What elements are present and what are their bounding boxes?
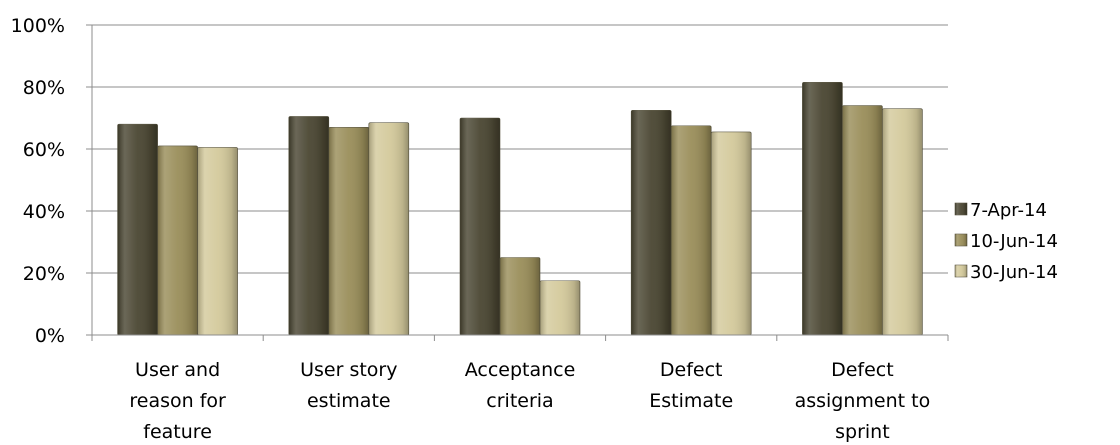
- legend-label: 7-Apr-14: [970, 200, 1047, 221]
- legend: 7-Apr-14 10-Jun-14 30-Jun-14: [954, 200, 1058, 283]
- x-category-label: criteria: [486, 390, 553, 412]
- bar-bevel: [328, 127, 369, 335]
- legend-item: 30-Jun-14: [954, 262, 1058, 283]
- bar: [670, 125, 712, 336]
- legend-swatch-bevel: [955, 265, 967, 277]
- x-category-label: Defect: [660, 359, 723, 381]
- bar-bevel: [802, 82, 843, 335]
- x-axis-labels: User and reason for feature User story estim…: [129, 359, 930, 443]
- bar-bevel: [540, 280, 580, 335]
- x-category-label: reason for: [129, 390, 226, 412]
- x-category-label: User story: [300, 359, 397, 381]
- y-tick-label: 80%: [23, 77, 65, 99]
- legend-item: 7-Apr-14: [954, 200, 1047, 221]
- legend-label: 30-Jun-14: [970, 262, 1058, 283]
- y-tick-label: 60%: [23, 139, 65, 161]
- axes: [86, 24, 949, 341]
- y-tick-label: 40%: [23, 201, 65, 223]
- bar-bevel: [157, 145, 198, 335]
- bar-bevel: [460, 118, 500, 335]
- bar: [842, 105, 883, 336]
- bar-bevel: [368, 122, 409, 336]
- legend-label: 10-Jun-14: [970, 231, 1058, 252]
- x-category-label: Estimate: [649, 390, 733, 412]
- bar: [368, 122, 410, 336]
- x-category-label: Acceptance: [465, 359, 576, 381]
- legend-item: 10-Jun-14: [954, 231, 1058, 252]
- bar: [630, 109, 672, 336]
- bar: [539, 280, 581, 336]
- bar: [197, 147, 238, 336]
- bars: [117, 82, 923, 336]
- bar: [499, 257, 541, 336]
- x-category-label: estimate: [307, 390, 391, 412]
- bar-bevel: [842, 105, 883, 335]
- bar: [802, 82, 843, 336]
- bar-bevel: [288, 116, 329, 335]
- bar-bevel: [500, 257, 540, 335]
- bar-bevel: [711, 131, 752, 335]
- y-tick-label: 0%: [35, 325, 65, 347]
- bar: [882, 108, 923, 336]
- y-tick-label: 100%: [11, 15, 65, 37]
- x-category-label: assignment to: [795, 390, 931, 412]
- bar-bevel: [117, 124, 158, 335]
- bar: [328, 127, 370, 336]
- y-tick-label: 20%: [23, 263, 65, 285]
- bar: [288, 116, 330, 336]
- bar: [710, 131, 752, 336]
- x-category-label: sprint: [835, 421, 890, 443]
- bar-bevel: [197, 147, 238, 335]
- bar: [157, 145, 198, 336]
- bar-bevel: [671, 125, 712, 335]
- bar-bevel: [882, 108, 923, 335]
- x-category-label: User and: [135, 359, 220, 381]
- bar: [117, 123, 158, 336]
- y-axis-ticks: 0% 20% 40% 60% 80% 100%: [11, 15, 65, 347]
- x-category-label: Defect: [831, 359, 894, 381]
- bar-bevel: [631, 110, 672, 335]
- x-category-label: feature: [143, 421, 212, 443]
- bar: [459, 117, 501, 336]
- legend-swatch-bevel: [955, 203, 967, 215]
- legend-swatch-bevel: [955, 234, 967, 246]
